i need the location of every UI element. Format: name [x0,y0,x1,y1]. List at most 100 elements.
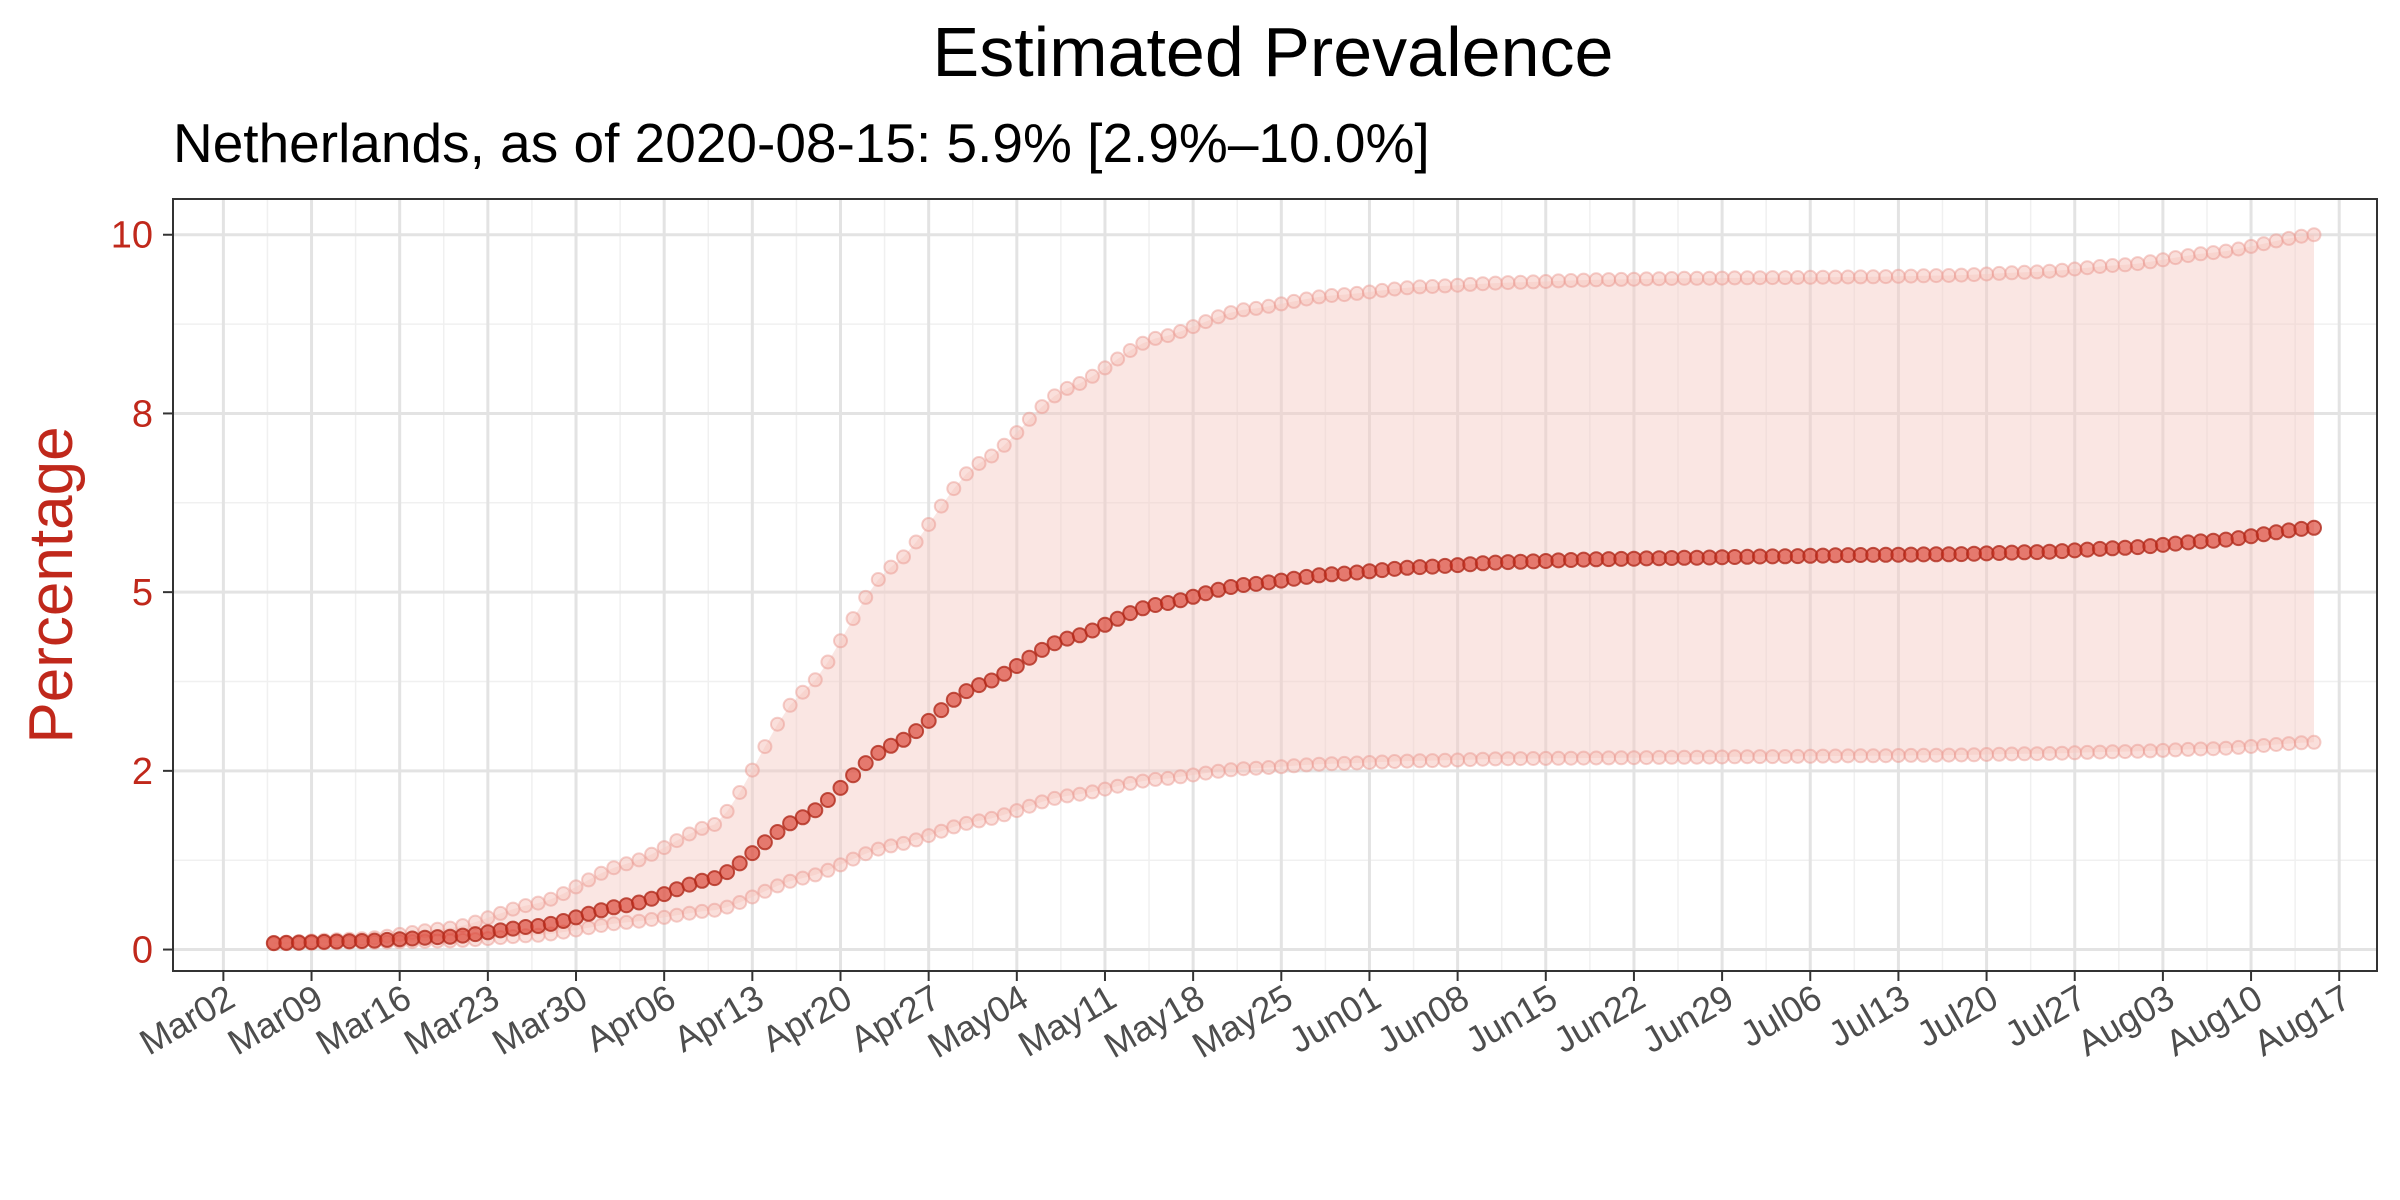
lower-bound-point [1349,755,1365,771]
lower-bound-point [2180,741,2196,757]
upper-bound-point [921,517,937,532]
lower-bound-point [2079,744,2095,760]
lower-bound-point [2155,742,2171,758]
upper-bound-point [1500,275,1516,291]
lower-bound-point [744,889,760,905]
upper-bound-point [2130,256,2146,272]
upper-bound-point [1299,291,1314,307]
upper-bound-point [1853,269,1869,285]
upper-bound-point [1110,351,1126,367]
x-tick-label: May04 [921,976,1035,1066]
upper-bound-point [1588,272,1604,288]
estimate-series [265,519,2322,952]
upper-bound-point [1966,267,1982,283]
estimate-point [819,792,836,808]
upper-bound-point [984,448,1000,464]
lower-bound-point [946,819,962,835]
lower-bound-point [1613,750,1629,766]
estimate-point [882,737,899,754]
lower-bound-point [1185,767,1201,783]
lower-bound-point [984,810,1000,826]
lower-bound-point [1739,749,1755,765]
lower-bound-point [1588,750,1604,766]
lower-bound-point [1538,750,1554,766]
lower-bound-point [757,883,773,899]
estimate-point [920,712,937,729]
lower-bound-point [1550,750,1566,766]
lower-bound-point [1765,749,1780,765]
upper-bound-point [2293,228,2309,244]
upper-bound-point [1651,271,1667,287]
upper-bound-point [1991,265,2007,281]
upper-bound-point [2042,263,2057,279]
lower-bound-point [1324,756,1340,772]
uncertainty-band [273,234,2314,944]
estimate-point [719,864,736,881]
x-tick-label: Jul20 [1910,976,2005,1055]
lower-bound-point [593,918,609,933]
lower-bound-point [1890,748,1906,763]
lower-bound-point [2243,739,2259,754]
upper-bound-point [996,437,1012,453]
upper-bound-point [1487,275,1503,291]
upper-bound-point [2268,233,2284,249]
upper-bound-point [1286,293,1302,309]
y-tick-label: 2 [132,751,153,793]
lower-bound-point [833,857,848,873]
lower-bound-point [896,835,911,851]
y-axis-title: Percentage [17,426,86,743]
y-tick-label: 0 [132,930,153,972]
upper-bound-point [732,785,748,800]
upper-bound-point [1084,368,1100,384]
upper-bound-point [681,826,697,842]
upper-bound-point [2105,258,2120,273]
upper-bound-point [1777,270,1793,286]
lower-bound-point [2016,746,2032,762]
upper-bound-point [870,572,886,587]
upper-bound-point [2117,257,2133,273]
lower-bound-point [2054,745,2070,761]
estimate-point [744,845,761,862]
lower-bound-point [1450,752,1466,768]
lower-bound-point [2281,736,2297,752]
x-tick-label: Apr06 [578,976,682,1060]
upper-bound-point [1223,305,1239,321]
lower-bound-point [958,815,974,831]
lower-bound-point [1122,775,1138,791]
x-tick-label: Mar30 [485,976,594,1063]
upper-bound-point [2155,252,2171,268]
upper-bound-point [581,872,597,888]
lower-bound-point [1991,746,2007,762]
lower-bound-point [732,895,748,910]
y-tick-label: 8 [132,393,153,435]
upper-bound-point [1639,271,1654,287]
upper-bound-point [2054,262,2070,278]
lower-bound-point [1525,751,1541,766]
lower-bound-point [2142,743,2158,759]
lower-bound-point [1311,756,1327,772]
lower-bound-point [1878,748,1894,764]
lower-bound-point [694,903,710,919]
lower-bound-point [1009,803,1025,819]
lower-bound-point [1034,794,1050,810]
confidence-band-area [273,234,2314,944]
x-tick-label: Aug17 [2247,976,2358,1064]
upper-bound-point [1021,411,1037,427]
lower-bound-point [1727,749,1743,765]
lower-bound-point [1374,754,1390,770]
lower-bound-point [782,873,798,889]
upper-bound-point [1462,276,1478,292]
chart-subtitle: Netherlands, as of 2020-08-15: 5.9% [2.9… [173,112,1430,174]
upper-bound-point [543,891,559,907]
upper-bound-point [2231,241,2246,257]
upper-bound-point [1953,267,1969,283]
lower-bound-point [1601,750,1617,766]
upper-bound-point [1941,268,1957,283]
upper-bound-point [618,856,634,872]
lower-bound-point [2130,743,2146,759]
upper-bound-point [480,910,496,926]
lower-bound-point [820,862,836,878]
y-tick-label: 5 [132,572,153,614]
estimate-point [1034,641,1050,658]
